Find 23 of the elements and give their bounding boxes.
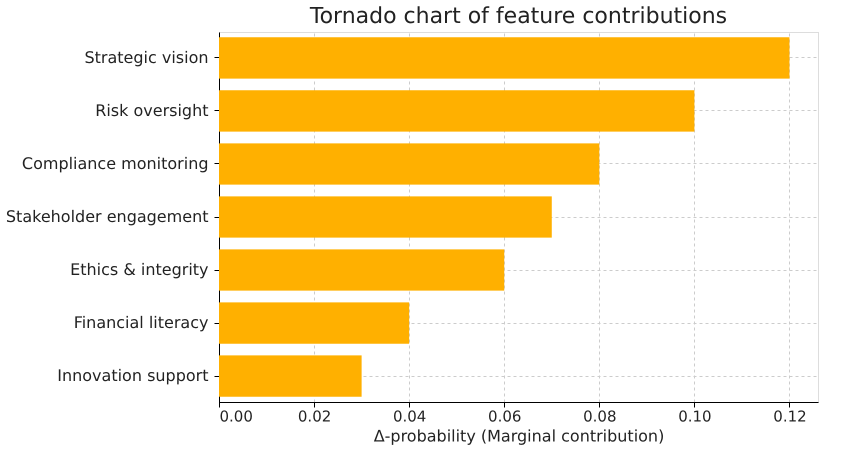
bar [219,196,552,238]
x-tick-label: 0.02 [298,408,332,426]
x-tick-label: 0.06 [488,408,522,426]
y-tick-label: Compliance monitoring [22,154,208,173]
y-tick-label: Risk oversight [95,100,208,120]
y-tick-label: Stakeholder engagement [6,207,208,226]
y-tick-label: Financial literacy [74,313,208,332]
x-tick-label: 0.08 [583,408,617,426]
y-tick-label: Innovation support [57,366,208,386]
bar [219,37,790,79]
bar [219,355,362,397]
bar [219,249,504,291]
chart-title: Tornado chart of feature contributions [308,4,728,29]
x-tick-label: 0.04 [392,408,426,426]
x-tick-label: 0.10 [678,408,712,426]
x-tick-label: 0.00 [220,408,253,426]
bar [219,302,410,344]
bar [219,143,600,185]
y-tick-label: Strategic vision [84,48,208,67]
bar [219,90,694,132]
y-tick-label: Ethics & integrity [70,260,208,280]
x-tick-label: 0.12 [773,408,807,426]
x-axis-title: Δ-probability (Marginal contribution) [374,426,664,446]
